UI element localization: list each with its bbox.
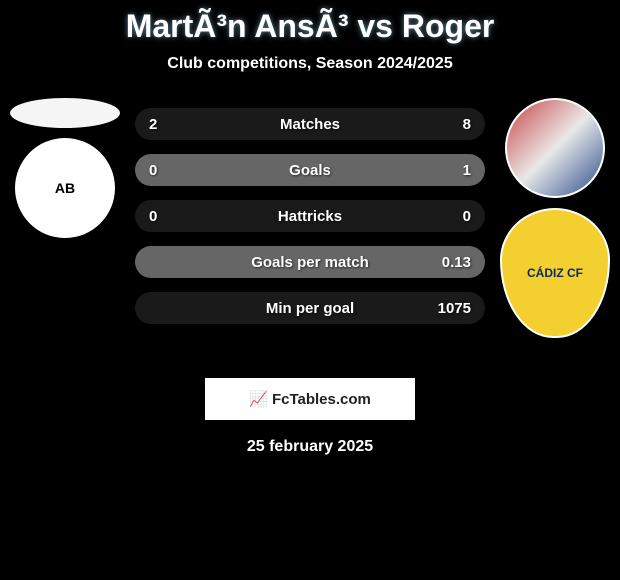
- stat-right-value: 8: [411, 116, 471, 133]
- stat-row-matches: 2 Matches 8: [135, 108, 485, 140]
- right-club-short: CÁDIZ CF: [527, 266, 583, 280]
- page-subtitle: Club competitions, Season 2024/2025: [0, 55, 620, 73]
- stat-label: Hattricks: [209, 208, 411, 225]
- stat-right-value: 1075: [411, 300, 471, 317]
- player-right-avatar: [505, 98, 605, 198]
- stat-right-value: 0.13: [411, 254, 471, 271]
- stats-table: 2 Matches 8 0 Goals 1 0 Hattricks 0 Goal…: [135, 108, 485, 338]
- stat-label: Goals: [209, 162, 411, 179]
- stat-row-hattricks: 0 Hattricks 0: [135, 200, 485, 232]
- stat-right-value: 1: [411, 162, 471, 179]
- stat-label: Goals per match: [209, 254, 411, 271]
- page-title: MartÃ³n AnsÃ³ vs Roger: [0, 0, 620, 45]
- left-club-short: AB: [55, 180, 75, 196]
- stat-row-goals: 0 Goals 1: [135, 154, 485, 186]
- branding-text: 📈 FcTables.com: [249, 390, 371, 408]
- left-club-logo: AB: [15, 138, 115, 238]
- stat-label: Min per goal: [209, 300, 411, 317]
- right-club-logo: CÁDIZ CF: [500, 208, 610, 338]
- stat-row-goals-per-match: Goals per match 0.13: [135, 246, 485, 278]
- stat-right-value: 0: [411, 208, 471, 225]
- player-left-avatar-placeholder: [10, 98, 120, 128]
- left-player-column: AB: [0, 98, 130, 238]
- date-line: 25 february 2025: [0, 438, 620, 456]
- right-player-column: CÁDIZ CF: [490, 98, 620, 338]
- stat-left-value: 0: [149, 208, 209, 225]
- comparison-area: AB 2 Matches 8 0 Goals 1 0 Hattricks 0 G…: [0, 98, 620, 358]
- branding-badge: 📈 FcTables.com: [205, 378, 415, 420]
- stat-left-value: 0: [149, 162, 209, 179]
- stat-label: Matches: [209, 116, 411, 133]
- stat-left-value: 2: [149, 116, 209, 133]
- stat-row-min-per-goal: Min per goal 1075: [135, 292, 485, 324]
